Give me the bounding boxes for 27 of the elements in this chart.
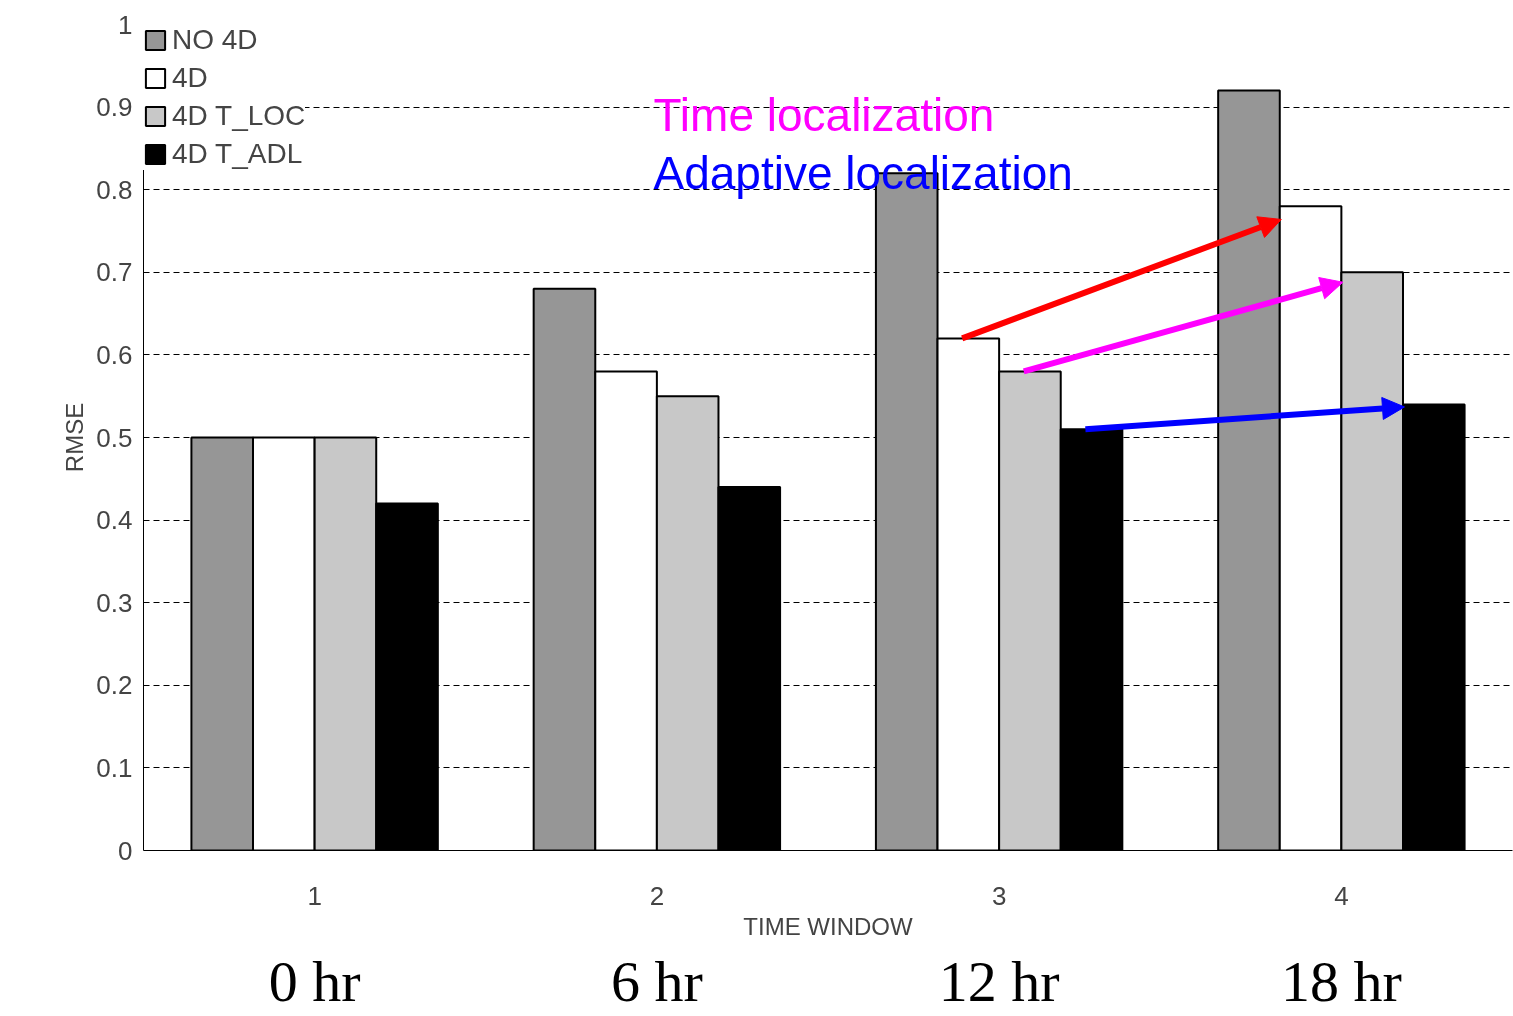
y-tick-label: 0 — [118, 835, 133, 866]
x-tick-label: 3 — [991, 880, 1007, 911]
y-tick-label: 0.7 — [96, 257, 133, 288]
x-axis-title: TIME WINDOW — [743, 912, 913, 940]
legend-label: 4D — [172, 62, 208, 94]
y-axis-title: RMSE — [61, 402, 89, 473]
y-tick-label: 0.6 — [96, 339, 133, 370]
y-tick-label: 0.2 — [96, 670, 133, 701]
x-tick-label: 4 — [1334, 880, 1349, 911]
y-tick-label: 0.8 — [96, 174, 133, 205]
legend-label: NO 4D — [172, 24, 258, 56]
legend-label: 4D T_ADL — [172, 138, 303, 170]
text: 18 hr — [1280, 948, 1402, 1014]
x-tick-label: 1 — [307, 880, 322, 911]
annotation: Adaptive localization — [653, 147, 1073, 200]
text: 6 hr — [610, 948, 703, 1014]
y-tick-label: 1 — [118, 9, 133, 40]
legend-label: 4D T_LOC — [172, 100, 306, 132]
text: 0 hr — [268, 948, 361, 1014]
x-tick-label: 2 — [649, 880, 665, 911]
y-tick-label: 0.1 — [96, 752, 133, 783]
annotation: Time localization — [653, 89, 995, 142]
text: 12 hr — [938, 948, 1060, 1014]
y-tick-label: 0.9 — [96, 92, 133, 123]
y-tick-label: 0.5 — [96, 422, 133, 453]
y-tick-label: 0.4 — [96, 505, 133, 536]
y-tick-label: 0.3 — [96, 587, 133, 618]
